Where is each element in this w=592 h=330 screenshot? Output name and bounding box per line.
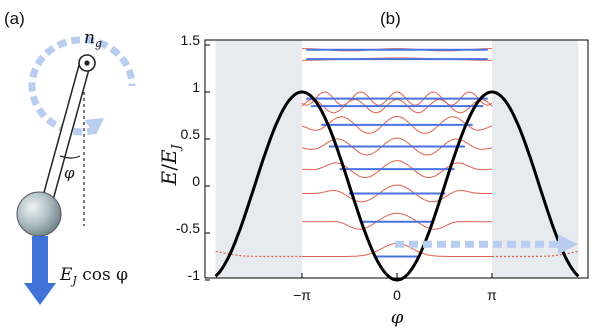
- panel-b: (b) E/EJ φ 1.5 1 0.5 0 -0.5 -1 −π 0 π: [157, 9, 589, 328]
- plot-area: [205, 40, 580, 282]
- wavefunction-5: [301, 115, 493, 134]
- xtick-minus-pi: −π: [293, 287, 311, 303]
- ytick-m1: -1: [188, 267, 201, 283]
- panel-a-label: (a): [4, 9, 25, 28]
- dashed-rotation-arrow-icon: [28, 36, 136, 136]
- x-axis-label: φ: [391, 307, 404, 328]
- ng-label: ng: [84, 28, 102, 50]
- axes-frame: [204, 39, 589, 279]
- xtick-pi: π: [487, 287, 497, 303]
- panel-a: (a) ng φ: [4, 9, 136, 305]
- bob-sphere-icon: [16, 191, 62, 237]
- ytick-0: 0: [192, 173, 200, 189]
- wavefunction-1: [302, 212, 492, 230]
- force-arrow-icon: [24, 236, 56, 305]
- tunnel-arrow-head-icon: [558, 234, 578, 255]
- wavefunction-2: [302, 184, 492, 203]
- y-ticks: 1.5 1 0.5 0 -0.5 -1: [176, 32, 200, 283]
- ytick-m0p5: -0.5: [176, 220, 200, 236]
- potential-curve: [214, 90, 580, 282]
- ytick-1p5: 1.5: [181, 32, 201, 48]
- ytick-1: 1: [192, 79, 200, 95]
- angle-arc: [59, 155, 81, 159]
- xtick-zero: 0: [393, 287, 401, 303]
- pivot-icon: [78, 54, 96, 72]
- angle-label: φ: [64, 164, 75, 182]
- wavefunction-3: [301, 160, 493, 178]
- ytick-0p5: 0.5: [181, 126, 201, 142]
- panel-b-label: (b): [380, 9, 401, 28]
- x-ticks: −π 0 π: [293, 287, 497, 303]
- ground-state-tail-left: [215, 250, 302, 258]
- y-axis-label: E/EJ: [157, 143, 183, 186]
- svg-text:E/EJ: E/EJ: [157, 143, 183, 186]
- force-label: EJ cos φ: [59, 265, 128, 287]
- shaded-region-0: [215, 40, 302, 278]
